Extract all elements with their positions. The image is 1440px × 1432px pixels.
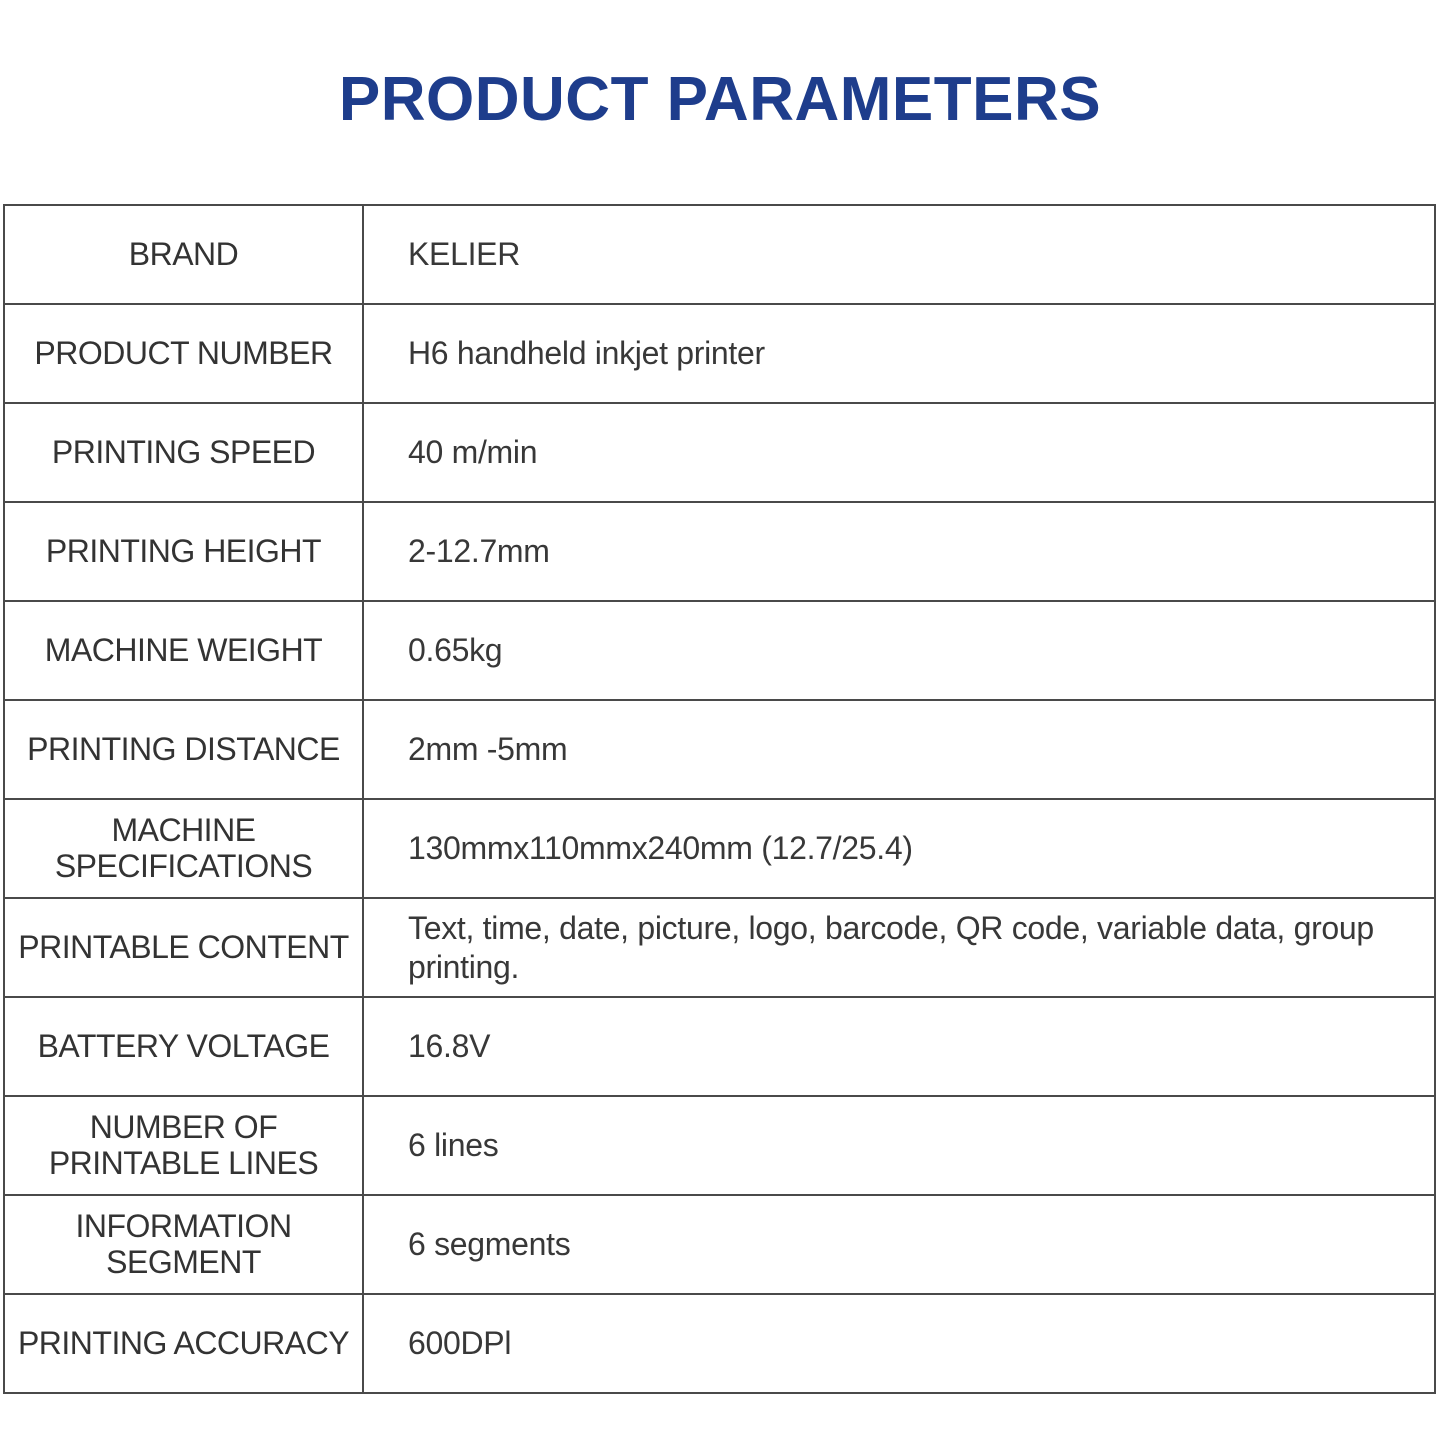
parameter-name: INFORMATION SEGMENT [5,1196,364,1293]
parameter-name: PRINTING HEIGHT [5,503,364,600]
table-row: PRODUCT NUMBER H6 handheld inkjet printe… [5,305,1434,404]
parameter-name: PRODUCT NUMBER [5,305,364,402]
table-row: PRINTING DISTANCE 2mm -5mm [5,701,1434,800]
table-row: MACHINE SPECIFICATIONS 130mmx110mmx240mm… [5,800,1434,899]
table-row: PRINTING HEIGHT 2-12.7mm [5,503,1434,602]
parameter-value: 6 segments [408,1226,571,1263]
table-row: BATTERY VOLTAGE 16.8V [5,998,1434,1097]
page-title: PRODUCT PARAMETERS [338,65,1102,134]
parameter-value: 0.65kg [408,632,503,669]
parameter-value: Text, time, date, picture, logo, barcode… [408,910,1374,985]
parameter-value: 2-12.7mm [408,533,550,570]
table-row: PRINTABLE CONTENT Text, time, date, pict… [5,899,1434,998]
parameter-value: 600DPl [408,1325,512,1362]
parameter-value: 16.8V [408,1028,491,1065]
table-row: MACHINE WEIGHT 0.65kg [5,602,1434,701]
parameter-value: KELIER [408,236,521,273]
table-row: BRAND KELIER [5,206,1434,305]
parameter-value: 6 lines [408,1127,499,1164]
parameter-name: PRINTABLE CONTENT [5,899,364,996]
parameter-name: BRAND [5,206,364,303]
parameter-name: PRINTING DISTANCE [5,701,364,798]
parameter-value: 130mmx110mmx240mm (12.7/25.4) [408,830,913,867]
parameter-name: PRINTING SPEED [5,404,364,501]
parameter-value: H6 handheld inkjet printer [408,335,765,372]
table-row: INFORMATION SEGMENT 6 segments [5,1196,1434,1295]
table-row: PRINTING SPEED 40 m/min [5,404,1434,503]
parameter-value: 40 m/min [408,434,538,471]
product-parameters-table: BRAND KELIER PRODUCT NUMBER H6 handheld … [3,204,1436,1394]
parameter-name: MACHINE SPECIFICATIONS [5,800,364,897]
parameter-name: NUMBER OF PRINTABLE LINES [5,1097,364,1194]
parameter-value: 2mm -5mm [408,731,568,768]
table-row: PRINTING ACCURACY 600DPl [5,1295,1434,1392]
parameter-name: PRINTING ACCURACY [5,1295,364,1392]
parameter-name: BATTERY VOLTAGE [5,998,364,1095]
table-row: NUMBER OF PRINTABLE LINES 6 lines [5,1097,1434,1196]
parameter-name: MACHINE WEIGHT [5,602,364,699]
